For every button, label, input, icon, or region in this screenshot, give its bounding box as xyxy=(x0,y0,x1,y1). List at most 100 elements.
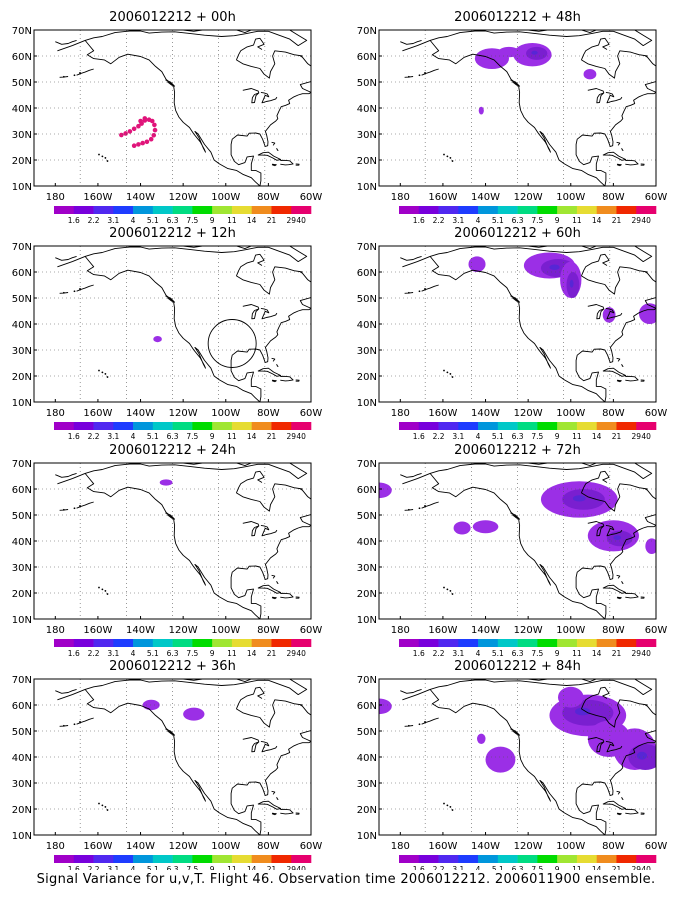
colorbar-swatch xyxy=(291,855,312,863)
colorbar-swatch xyxy=(576,855,597,863)
colorbar-swatch xyxy=(73,639,94,647)
variance-dot xyxy=(131,126,137,132)
colorbar-swatch xyxy=(291,422,312,430)
coastline xyxy=(587,737,605,753)
colorbar-label: 9 xyxy=(210,216,215,225)
colorbar-label: 40 xyxy=(641,865,651,870)
colorbar-label: 1.6 xyxy=(413,649,425,658)
coastline xyxy=(271,357,276,362)
colorbar-swatch xyxy=(291,639,312,647)
coastline xyxy=(625,159,639,166)
coastline xyxy=(587,521,605,537)
colorbar-label: 3.1 xyxy=(107,865,119,870)
coastline xyxy=(271,163,277,167)
lat-tick-label: 20N xyxy=(357,589,377,600)
island xyxy=(443,153,445,156)
island xyxy=(451,593,454,595)
island xyxy=(424,288,426,290)
colorbar-swatch xyxy=(291,206,312,214)
coastline xyxy=(57,679,269,701)
coastline xyxy=(165,295,176,303)
colorbar-swatch xyxy=(636,422,657,430)
coastline xyxy=(510,295,521,303)
coastline xyxy=(271,790,276,795)
island xyxy=(424,721,426,723)
colorbar-swatch xyxy=(458,206,479,214)
colorbar-label: 6.3 xyxy=(512,649,524,658)
coastline xyxy=(295,379,300,382)
colorbar-label: 29 xyxy=(631,432,641,441)
variance-core xyxy=(549,264,560,270)
colorbar-swatch xyxy=(212,422,233,430)
lat-tick-label: 50N xyxy=(12,511,32,522)
colorbar-label: 5.1 xyxy=(492,865,504,870)
coastline xyxy=(84,256,261,402)
island xyxy=(73,74,76,77)
coastline xyxy=(280,808,294,815)
colorbar-swatch xyxy=(636,855,657,863)
coastline xyxy=(276,797,279,801)
lon-tick-label: 60W xyxy=(300,192,323,203)
lon-tick-label: 180 xyxy=(46,625,65,636)
variance-region xyxy=(453,521,471,535)
coastline xyxy=(581,266,648,295)
panel-title: 2006012212 + 72h xyxy=(454,443,581,458)
colorbar-label: 7.5 xyxy=(531,649,543,658)
colorbar-label: 4 xyxy=(476,216,481,225)
coastline xyxy=(658,78,671,88)
coastline xyxy=(587,88,605,104)
lat-tick-label: 70N xyxy=(12,26,32,37)
colorbar-label: 1.6 xyxy=(413,865,425,870)
island xyxy=(73,723,76,726)
colorbar-label: 11 xyxy=(227,865,237,870)
coastline xyxy=(581,50,648,79)
colorbar-swatch xyxy=(113,206,134,214)
coastline xyxy=(235,253,265,277)
lat-tick-label: 30N xyxy=(12,346,32,357)
colorbar-label: 40 xyxy=(296,216,306,225)
lon-tick-label: 60W xyxy=(645,841,668,852)
lon-tick-label: 80W xyxy=(602,625,625,636)
lon-tick-label: 160W xyxy=(428,192,457,203)
coastline xyxy=(84,473,261,619)
colorbar-swatch xyxy=(152,855,173,863)
colorbar-label: 2.2 xyxy=(88,432,100,441)
coastline xyxy=(257,367,282,377)
coastline xyxy=(616,812,622,816)
coastline xyxy=(421,501,439,509)
lat-tick-label: 20N xyxy=(12,156,32,167)
coastline xyxy=(613,30,653,47)
coastline xyxy=(602,367,627,377)
panel-title: 2006012212 + 00h xyxy=(109,10,236,25)
lon-tick-label: 80W xyxy=(602,192,625,203)
coastline xyxy=(510,79,521,87)
map-panel: 2006012212 + 12h 10N 20N 30N 40N 50N 60N 70N 180… xyxy=(12,226,323,441)
colorbar-swatch xyxy=(192,639,213,647)
colorbar-swatch xyxy=(418,206,439,214)
lat-tick-label: 70N xyxy=(357,242,377,253)
coastline xyxy=(295,812,300,815)
coastline xyxy=(625,808,639,815)
coastline xyxy=(55,472,77,478)
lat-tick-label: 70N xyxy=(12,675,32,686)
lat-tick-label: 40N xyxy=(12,104,32,115)
lat-tick-label: 20N xyxy=(357,156,377,167)
colorbar-swatch xyxy=(251,855,272,863)
variance-region xyxy=(159,479,173,486)
colorbar-swatch xyxy=(478,855,499,863)
coastline xyxy=(268,679,308,696)
lat-tick-label: 50N xyxy=(12,727,32,738)
colorbar-swatch xyxy=(231,855,252,863)
coastline xyxy=(276,364,279,368)
lat-tick-label: 10N xyxy=(12,615,32,626)
lat-tick-label: 60N xyxy=(357,268,377,279)
coastline xyxy=(271,596,277,600)
coastline xyxy=(313,511,326,521)
colorbar-label: 14 xyxy=(592,432,602,441)
variance-dot xyxy=(123,131,128,136)
coastline xyxy=(510,512,521,520)
lat-tick-label: 70N xyxy=(357,675,377,686)
coastline xyxy=(55,39,77,45)
colorbar-label: 6.3 xyxy=(167,432,179,441)
coastline xyxy=(602,584,627,594)
